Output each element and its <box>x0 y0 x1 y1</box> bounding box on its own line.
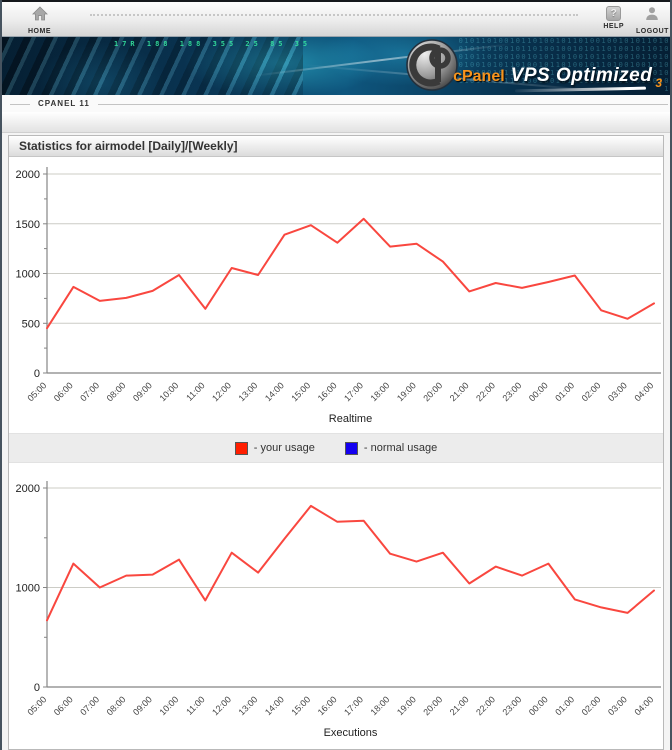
legend-item-normal-usage: - normal usage <box>344 441 438 455</box>
brand-version: 3 <box>655 76 662 90</box>
svg-text:06:00: 06:00 <box>52 694 75 717</box>
svg-text:14:00: 14:00 <box>263 380 286 403</box>
svg-text:08:00: 08:00 <box>105 380 128 403</box>
svg-text:13:00: 13:00 <box>237 380 260 403</box>
svg-text:00:00: 00:00 <box>527 694 550 717</box>
svg-text:500: 500 <box>22 318 40 330</box>
panel-title: Statistics for airmodel [Daily]/[Weekly] <box>9 136 663 157</box>
svg-text:05:00: 05:00 <box>25 380 48 403</box>
chart-legend: - your usage - normal usage <box>9 433 663 463</box>
toolbar-divider <box>90 14 578 16</box>
svg-text:18:00: 18:00 <box>369 380 392 403</box>
svg-text:13:00: 13:00 <box>237 694 260 717</box>
svg-text:07:00: 07:00 <box>78 694 101 717</box>
svg-text:04:00: 04:00 <box>632 380 655 403</box>
brand-text: cPanel VPS Optimized 3 <box>453 65 662 93</box>
svg-text:16:00: 16:00 <box>316 380 339 403</box>
svg-text:06:00: 06:00 <box>52 380 75 403</box>
svg-text:Executions: Executions <box>324 727 378 739</box>
svg-text:1000: 1000 <box>16 269 40 281</box>
svg-text:12:00: 12:00 <box>210 694 233 717</box>
svg-text:10:00: 10:00 <box>157 380 180 403</box>
banner: 17R 188 188 355 25 85 35 010110100101101… <box>2 37 670 95</box>
brand-cpanel: cPanel <box>453 68 505 85</box>
svg-text:1500: 1500 <box>16 219 40 231</box>
home-button[interactable]: HOME <box>28 6 51 35</box>
svg-text:19:00: 19:00 <box>395 380 418 403</box>
svg-text:0: 0 <box>34 368 40 380</box>
svg-text:03:00: 03:00 <box>606 380 629 403</box>
brand-underline <box>515 86 647 93</box>
logout-icon <box>644 6 660 26</box>
svg-text:21:00: 21:00 <box>448 380 471 403</box>
svg-text:0: 0 <box>34 682 40 694</box>
legend-item-your-usage: - your usage <box>234 441 315 455</box>
help-icon: ? <box>606 6 622 21</box>
led-readout: 17R 188 188 355 25 85 35 <box>114 40 312 48</box>
svg-text:09:00: 09:00 <box>131 694 154 717</box>
svg-text:16:00: 16:00 <box>316 694 339 717</box>
svg-text:02:00: 02:00 <box>580 694 603 717</box>
home-label: HOME <box>28 28 51 35</box>
svg-text:18:00: 18:00 <box>369 694 392 717</box>
svg-text:15:00: 15:00 <box>289 380 312 403</box>
tab-rule <box>10 104 668 105</box>
svg-text:14:00: 14:00 <box>263 694 286 717</box>
tab-band <box>2 112 670 133</box>
svg-text:20:00: 20:00 <box>421 380 444 403</box>
svg-text:03:00: 03:00 <box>606 694 629 717</box>
svg-text:2000: 2000 <box>16 169 40 181</box>
svg-text:08:00: 08:00 <box>105 694 128 717</box>
svg-text:22:00: 22:00 <box>474 380 497 403</box>
brand-product: VPS Optimized <box>510 65 653 86</box>
svg-text:19:00: 19:00 <box>395 694 418 717</box>
legend-label-normal-usage: - normal usage <box>363 442 438 454</box>
top-toolbar: HOME ? HELP LOGOUT <box>2 2 670 37</box>
help-label: HELP <box>603 23 624 30</box>
server-photo-overlay <box>2 37 303 95</box>
help-button[interactable]: ? HELP <box>603 6 624 30</box>
svg-text:01:00: 01:00 <box>553 694 576 717</box>
content-area: Statistics for airmodel [Daily]/[Weekly]… <box>2 133 670 750</box>
svg-text:1000: 1000 <box>16 583 40 595</box>
cpanel-logo: cPanel VPS Optimized 3 <box>405 38 662 96</box>
svg-text:20:00: 20:00 <box>421 694 444 717</box>
svg-text:00:00: 00:00 <box>527 380 550 403</box>
svg-text:12:00: 12:00 <box>210 380 233 403</box>
svg-text:23:00: 23:00 <box>500 694 523 717</box>
legend-swatch-your-usage <box>234 441 248 455</box>
stats-panel: Statistics for airmodel [Daily]/[Weekly]… <box>8 135 664 750</box>
cpanel-orb-icon <box>405 38 459 96</box>
svg-text:17:00: 17:00 <box>342 380 365 403</box>
home-icon <box>31 6 48 26</box>
tab-cpanel-11[interactable]: CPANEL 11 <box>30 99 98 108</box>
svg-text:Realtime: Realtime <box>329 413 372 425</box>
legend-swatch-normal-usage <box>344 441 358 455</box>
svg-text:11:00: 11:00 <box>184 694 207 717</box>
tab-strip: CPANEL 11 <box>2 95 670 133</box>
svg-text:15:00: 15:00 <box>289 694 312 717</box>
svg-text:17:00: 17:00 <box>342 694 365 717</box>
legend-label-your-usage: - your usage <box>253 442 315 454</box>
svg-text:23:00: 23:00 <box>500 380 523 403</box>
svg-text:10:00: 10:00 <box>157 694 180 717</box>
svg-text:04:00: 04:00 <box>632 694 655 717</box>
svg-text:2000: 2000 <box>16 483 40 495</box>
svg-text:21:00: 21:00 <box>448 694 471 717</box>
svg-text:22:00: 22:00 <box>474 694 497 717</box>
svg-text:07:00: 07:00 <box>78 380 101 403</box>
svg-text:11:00: 11:00 <box>184 380 207 403</box>
svg-text:02:00: 02:00 <box>580 380 603 403</box>
logout-label: LOGOUT <box>636 28 669 35</box>
svg-text:01:00: 01:00 <box>553 380 576 403</box>
svg-text:09:00: 09:00 <box>131 380 154 403</box>
logout-button[interactable]: LOGOUT <box>636 6 669 35</box>
svg-text:05:00: 05:00 <box>25 694 48 717</box>
realtime-chart: 0 500 1000 1500 2000 05:00 06:00 07:00 08:00 09:0… <box>16 167 661 425</box>
